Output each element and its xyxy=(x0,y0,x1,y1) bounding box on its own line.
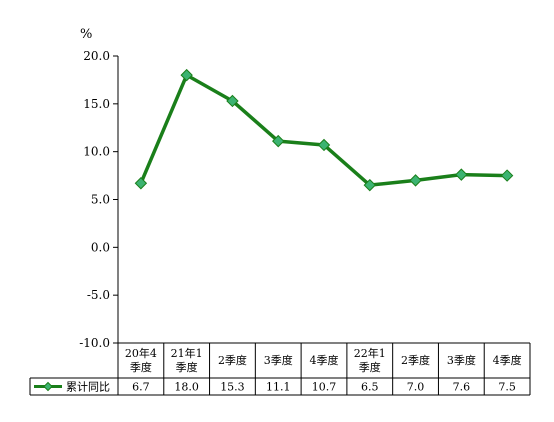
x-category-label: 4季度 xyxy=(310,353,339,367)
table-value-cell: 6.5 xyxy=(361,381,379,394)
y-tick-label: 15.0 xyxy=(83,97,110,111)
x-category-label: 3季度 xyxy=(447,353,476,367)
x-category-label-line2: 季度 xyxy=(359,360,381,374)
y-tick-label: 0.0 xyxy=(91,240,110,254)
table-value-cell: 11.1 xyxy=(266,381,291,394)
table-value-cell: 6.7 xyxy=(132,381,150,394)
x-category-label: 4季度 xyxy=(493,353,522,367)
table-value-cell: 7.0 xyxy=(407,381,425,394)
y-unit-label: % xyxy=(80,27,92,42)
series-polyline xyxy=(139,73,508,187)
x-category-label: 2季度 xyxy=(218,353,247,367)
x-category-label-line2: 季度 xyxy=(130,360,152,374)
y-tick-label: 20.0 xyxy=(83,49,110,63)
data-point-marker xyxy=(317,138,331,152)
y-tick-label: -10.0 xyxy=(79,336,110,350)
x-category-label-line2: 季度 xyxy=(176,360,198,374)
table-value-cell: 7.5 xyxy=(498,381,516,394)
x-category-label-line1: 20年4 xyxy=(125,346,157,360)
y-axis: 20.0 15.0 10.0 5.0 0.0 -5.0 -10.0 xyxy=(79,49,119,350)
x-category-label: 2季度 xyxy=(401,353,430,367)
data-point-marker xyxy=(455,168,468,181)
x-category-label: 3季度 xyxy=(264,353,293,367)
legend-marker-icon xyxy=(43,381,53,392)
data-point-marker xyxy=(134,177,148,190)
table-value-cell: 10.7 xyxy=(312,381,337,394)
data-point-marker xyxy=(363,178,376,192)
legend-label: 累计同比 xyxy=(66,381,110,394)
y-tick-label: 5.0 xyxy=(91,193,110,207)
table-value-cell: 15.3 xyxy=(220,381,245,394)
series-line xyxy=(134,68,514,192)
y-tick-label: 10.0 xyxy=(83,145,110,159)
data-point-marker xyxy=(180,68,193,82)
x-category-label-line1: 22年1 xyxy=(354,346,386,360)
x-category-label-line1: 21年1 xyxy=(171,346,203,360)
data-point-marker xyxy=(226,94,239,108)
data-point-marker xyxy=(409,174,422,187)
y-tick-label: -5.0 xyxy=(87,288,110,302)
table-value-cell: 7.6 xyxy=(453,381,471,394)
table-value-cell: 18.0 xyxy=(174,381,199,394)
data-point-marker xyxy=(500,169,514,182)
data-point-marker xyxy=(272,134,285,148)
